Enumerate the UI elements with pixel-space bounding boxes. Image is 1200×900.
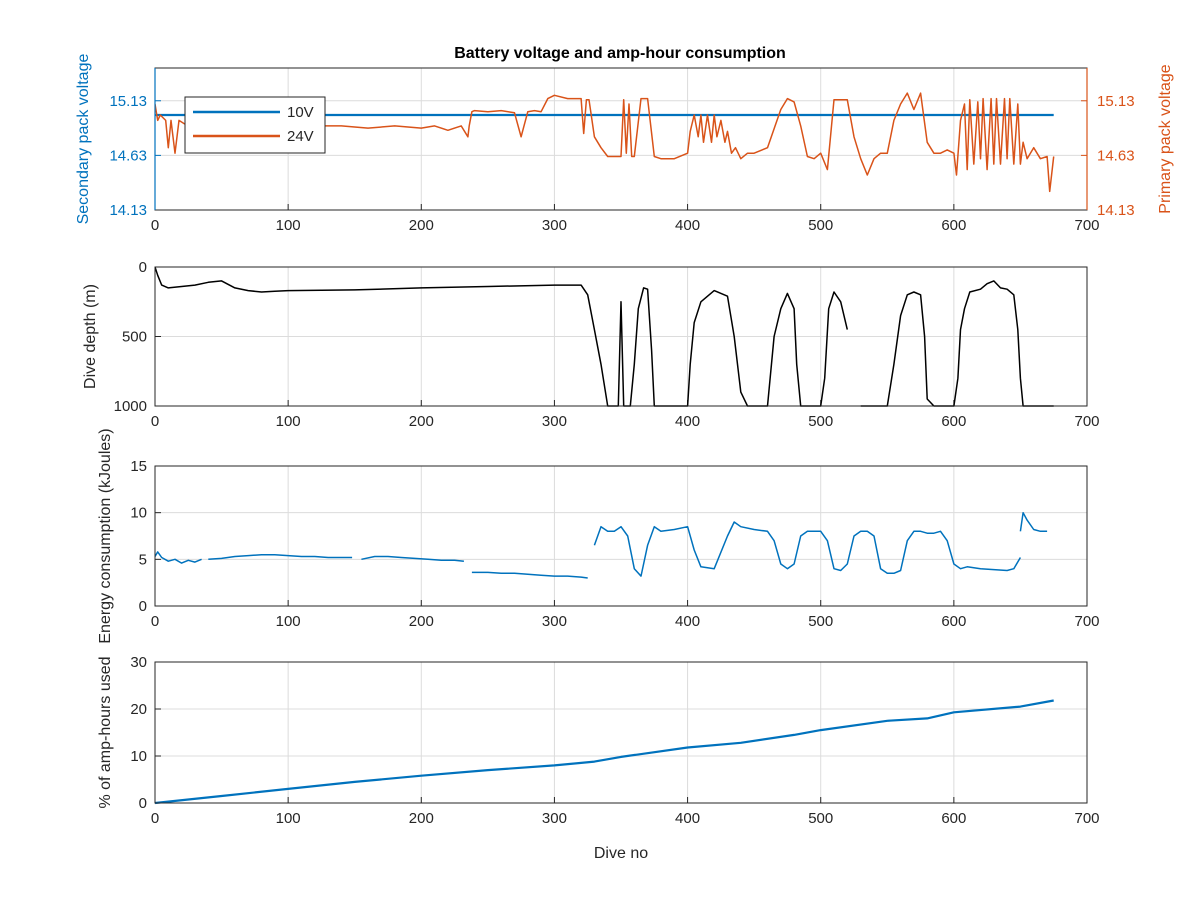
y-right-tick-label: 14.63: [1097, 147, 1135, 164]
x-tick-label: 700: [1074, 810, 1099, 827]
x-tick-label: 600: [941, 810, 966, 827]
series-3-line: [155, 699, 1054, 805]
series-24v-line: [155, 92, 1055, 193]
x-tick-label: 0: [151, 810, 159, 827]
x-tick-label: 200: [409, 613, 434, 630]
y-tick-label: 0: [139, 259, 147, 276]
series-2-line-seg5: [1019, 511, 1048, 533]
x-tick-label: 200: [409, 413, 434, 430]
y-tick-label: 10: [130, 505, 147, 522]
legend-box: [184, 96, 326, 154]
x-tick-label: 700: [1074, 413, 1099, 430]
legend-label-10v: 10V: [287, 104, 314, 121]
x-tick-label: 400: [675, 810, 700, 827]
y-tick-label: 5: [139, 551, 147, 568]
x-tick-label: 600: [941, 413, 966, 430]
y-right-tick-label: 15.13: [1097, 93, 1135, 110]
x-tick-label: 200: [409, 217, 434, 234]
series-1-line-seg1: [860, 280, 1054, 407]
x-tick-label: 400: [675, 217, 700, 234]
x-tick-label: 100: [276, 413, 301, 430]
x-tick-label: 700: [1074, 613, 1099, 630]
series-2-line-seg3: [471, 571, 588, 579]
x-tick-label: 700: [1074, 217, 1099, 234]
x-tick-label: 300: [542, 413, 567, 430]
x-tick-label: 600: [941, 613, 966, 630]
x-tick-label: 600: [941, 217, 966, 234]
x-tick-label: 100: [276, 217, 301, 234]
x-tick-label: 500: [808, 810, 833, 827]
series-2-line-seg4: [593, 521, 1022, 577]
x-tick-label: 200: [409, 810, 434, 827]
x-tick-label: 400: [675, 413, 700, 430]
y-right-axis-label: Primary pack voltage: [1157, 64, 1174, 213]
y-tick-label: 1000: [114, 398, 147, 415]
x-tick-label: 500: [808, 413, 833, 430]
x-tick-label: 300: [542, 810, 567, 827]
x-tick-label: 100: [276, 613, 301, 630]
series-2-line-seg1: [208, 553, 353, 561]
series-group-3: [155, 699, 1054, 805]
plots-container: 0 100 200 300 400 500 600 70014.1314.6315.1314.…: [75, 54, 1174, 862]
y-axis-label-2: Energy consumption (kJoules): [97, 428, 114, 643]
x-tick-label: 400: [675, 613, 700, 630]
y-tick-label: 20: [130, 701, 147, 718]
y-tick-label: 0: [139, 598, 147, 615]
y-tick-label: 15.13: [109, 93, 147, 110]
y-tick-label: 10: [130, 748, 147, 765]
x-tick-label: 0: [151, 613, 159, 630]
series-2-line-seg0: [155, 551, 202, 564]
plot-area-2: [155, 466, 1087, 606]
legend-label-24v: 24V: [287, 128, 314, 145]
series-1-line-seg0: [155, 266, 849, 407]
y-axis-label-3: % of amp-hours used: [97, 656, 114, 808]
x-tick-label: 0: [151, 413, 159, 430]
axes-box-1: [154, 266, 1088, 407]
y-tick-label: 14.63: [109, 147, 147, 164]
axes-box-3: [154, 661, 1088, 804]
x-tick-label: 100: [276, 810, 301, 827]
series-group-2: [155, 511, 1048, 579]
axes-box-2: [154, 465, 1088, 607]
y-tick-label: 0: [139, 795, 147, 812]
y-axis-label-1: Dive depth (m): [82, 284, 99, 389]
series-group-1: [155, 266, 1054, 407]
figure-title: Battery voltage and amp-hour consumption: [454, 45, 786, 62]
series-2-line-seg2: [361, 555, 464, 562]
y-axis-label-0: Secondary pack voltage: [75, 54, 92, 225]
x-tick-label: 0: [151, 217, 159, 234]
y-right-tick-label: 14.13: [1097, 202, 1135, 219]
x-tick-label: 300: [542, 613, 567, 630]
y-tick-label: 500: [122, 329, 147, 346]
y-tick-label: 14.13: [109, 202, 147, 219]
plot-area-3: [155, 662, 1087, 803]
x-tick-label: 300: [542, 217, 567, 234]
x-axis-label: Dive no: [594, 845, 648, 862]
x-tick-label: 500: [808, 613, 833, 630]
y-tick-label: 15: [130, 458, 147, 475]
y-tick-label: 30: [130, 654, 147, 671]
x-tick-label: 500: [808, 217, 833, 234]
